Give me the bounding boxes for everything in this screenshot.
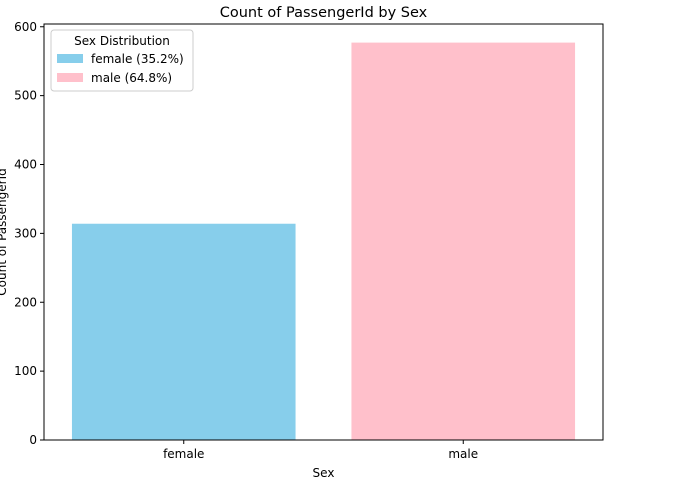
x-axis-label: Sex xyxy=(313,466,335,480)
x-tick-label: female xyxy=(163,447,204,461)
legend-entry-label: male (64.8%) xyxy=(91,71,172,85)
legend-title: Sex Distribution xyxy=(74,34,170,48)
y-axis: 0 100 200 300 400 500 600 xyxy=(14,20,44,447)
legend-box xyxy=(50,29,194,92)
y-axis-label: Count of PassengerId xyxy=(0,168,9,295)
y-tick-label: 500 xyxy=(14,89,37,103)
y-tick-label: 600 xyxy=(14,20,37,34)
y-tick-label: 0 xyxy=(29,433,37,447)
bars-layer xyxy=(71,42,576,440)
y-tick-label: 300 xyxy=(14,226,37,240)
plot-frame xyxy=(43,23,604,441)
y-tick-label: 400 xyxy=(14,158,37,172)
bar-male xyxy=(351,42,576,440)
bar-female xyxy=(71,223,296,440)
x-axis: female male xyxy=(163,440,478,461)
y-tick-label: 100 xyxy=(14,364,37,378)
legend-swatch xyxy=(57,54,83,63)
legend-entry-label: female (35.2%) xyxy=(91,52,184,66)
chart-title: Count of PassengerId by Sex xyxy=(220,5,428,21)
legend-swatch xyxy=(57,73,83,82)
legend-entries: female (35.2%) male (64.8%) xyxy=(57,52,184,85)
y-tick-label: 200 xyxy=(14,295,37,309)
x-tick-label: male xyxy=(448,447,478,461)
legend: Sex Distribution female (35.2%) male (64.… xyxy=(50,29,194,92)
